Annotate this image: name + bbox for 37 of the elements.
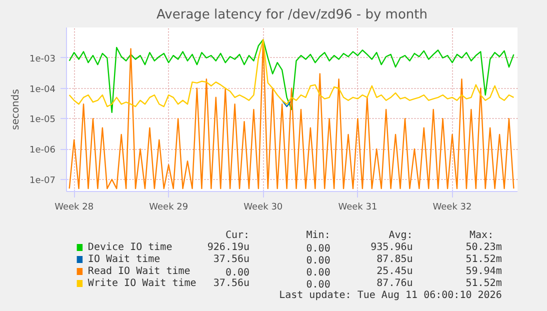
text: 25.45u (376, 266, 413, 277)
text: Avg: (388, 230, 413, 241)
text: 51.52m (466, 254, 502, 265)
legend-label: IO Wait time (88, 254, 160, 265)
text: 0.00 (306, 268, 330, 278)
legend-label: Device IO time (88, 242, 172, 253)
text: Last update: Tue Aug 11 06:00:10 2026 (279, 290, 502, 301)
text: Min: (306, 230, 330, 241)
y-tick-label: 1e-07 (30, 176, 56, 186)
y-axis-title: seconds (10, 89, 22, 130)
x-tick-label: Week 32 (432, 202, 472, 212)
y-tick-label: 1e-04 (30, 84, 56, 95)
x-tick-label: Week 31 (338, 202, 378, 212)
text: 37.56u (213, 278, 250, 289)
text: 59.94m (466, 266, 502, 277)
text: 0.00 (225, 268, 250, 278)
legend-label: Read IO Wait time (88, 266, 190, 277)
text: 0.00 (306, 256, 330, 266)
x-tick-label: Week 28 (54, 202, 94, 212)
chart-title: Average latency for /dev/zd96 - by month (156, 8, 428, 22)
text: 50.23m (466, 242, 502, 253)
text: 51.52m (466, 278, 502, 289)
text: 0.00 (306, 280, 330, 290)
legend-label: Write IO Wait time (88, 278, 196, 289)
x-tick-label: Week 30 (244, 202, 283, 212)
y-tick-label: 1e-06 (30, 146, 56, 156)
text: Cur: (225, 230, 250, 241)
x-tick-label: Week 29 (149, 202, 188, 212)
text: 87.85u (376, 254, 413, 265)
text: 37.56u (213, 254, 250, 265)
text: 87.76u (376, 278, 413, 289)
y-tick-label: 1e-03 (30, 54, 56, 64)
y-tick-label: 1e-05 (30, 115, 56, 126)
text: 926.19u (207, 242, 250, 253)
text: 0.00 (306, 244, 330, 254)
text: Max: (470, 230, 494, 241)
text: 935.96u (370, 242, 413, 253)
